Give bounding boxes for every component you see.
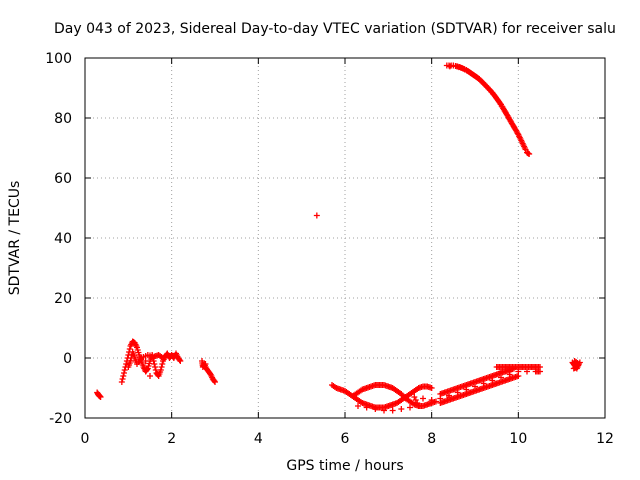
x-tick-label: 2: [167, 431, 176, 447]
y-tick-label: 60: [54, 171, 72, 187]
data-point: [420, 395, 426, 402]
data-point: [121, 367, 128, 373]
data-point: [526, 151, 533, 157]
data-point: [160, 355, 166, 361]
data-point: [537, 368, 543, 375]
data-point: [142, 358, 149, 364]
data-point: [524, 368, 530, 375]
x-tick-label: 10: [509, 431, 527, 447]
data-point: [202, 361, 209, 367]
data-point: [126, 346, 133, 352]
data-point: [121, 370, 127, 376]
y-axis-label: SDTVAR / TECUs: [7, 181, 23, 296]
data-point: [177, 358, 184, 364]
data-point: [118, 379, 125, 385]
data-point: [428, 397, 435, 403]
grid-lines: [85, 58, 605, 418]
x-tick-label: 4: [254, 431, 263, 447]
data-point: [150, 358, 157, 364]
x-tick-label: 8: [427, 431, 436, 447]
x-axis-label: GPS time / hours: [286, 458, 403, 474]
x-tick-label: 12: [596, 431, 614, 447]
axis-ticks: [84, 57, 606, 419]
data-point: [576, 359, 583, 366]
data-point: [120, 373, 127, 379]
x-tick-label: 0: [81, 431, 90, 447]
data-point: [446, 63, 453, 70]
data-point: [176, 357, 183, 363]
data-point: [158, 364, 165, 370]
y-tick-label: 80: [54, 111, 72, 127]
data-point: [428, 385, 435, 391]
data-point: [211, 378, 218, 384]
data-point: [372, 406, 379, 412]
data-point: [159, 361, 166, 367]
data-point: [498, 368, 504, 375]
y-tick-label: 0: [63, 351, 72, 367]
data-point: [463, 386, 470, 393]
data-point: [147, 373, 153, 379]
data-point: [119, 376, 126, 382]
data-point: [95, 391, 101, 397]
x-tick-label: 6: [341, 431, 350, 447]
data-point: [411, 394, 418, 400]
data-point: [127, 358, 134, 364]
data-point: [433, 398, 439, 405]
data-point: [212, 379, 218, 385]
y-tick-label: -20: [49, 411, 72, 427]
data-point: [446, 392, 452, 399]
data-point: [398, 406, 405, 412]
data-point: [389, 407, 396, 414]
data-point: [363, 404, 370, 411]
y-tick-label: 100: [45, 51, 72, 67]
data-point: [521, 145, 528, 151]
x-tick-labels: 0 2 4 6 8 10 12: [81, 431, 614, 447]
data-point: [454, 389, 461, 396]
plot-frame: [84, 57, 606, 419]
data-point: [152, 367, 159, 373]
data-point: [381, 407, 387, 414]
data-point: [157, 367, 164, 373]
data-point: [480, 380, 487, 387]
data-point: [313, 212, 320, 219]
data-points: [94, 62, 583, 414]
data-point: [472, 383, 478, 390]
data-point: [515, 368, 522, 375]
chart-title: Day 043 of 2023, Sidereal Day-to-day VTE…: [54, 21, 616, 37]
data-point: [151, 361, 158, 367]
data-point: [152, 364, 159, 370]
data-point: [407, 404, 413, 411]
data-point: [95, 392, 102, 398]
y-tick-labels: -20 0 20 40 60 80 100: [45, 51, 72, 427]
data-point: [498, 374, 504, 381]
y-tick-label: 40: [54, 231, 72, 247]
y-tick-label: 20: [54, 291, 72, 307]
data-point: [144, 366, 151, 373]
data-point: [489, 377, 496, 384]
data-point: [355, 403, 361, 409]
data-point: [506, 368, 513, 375]
